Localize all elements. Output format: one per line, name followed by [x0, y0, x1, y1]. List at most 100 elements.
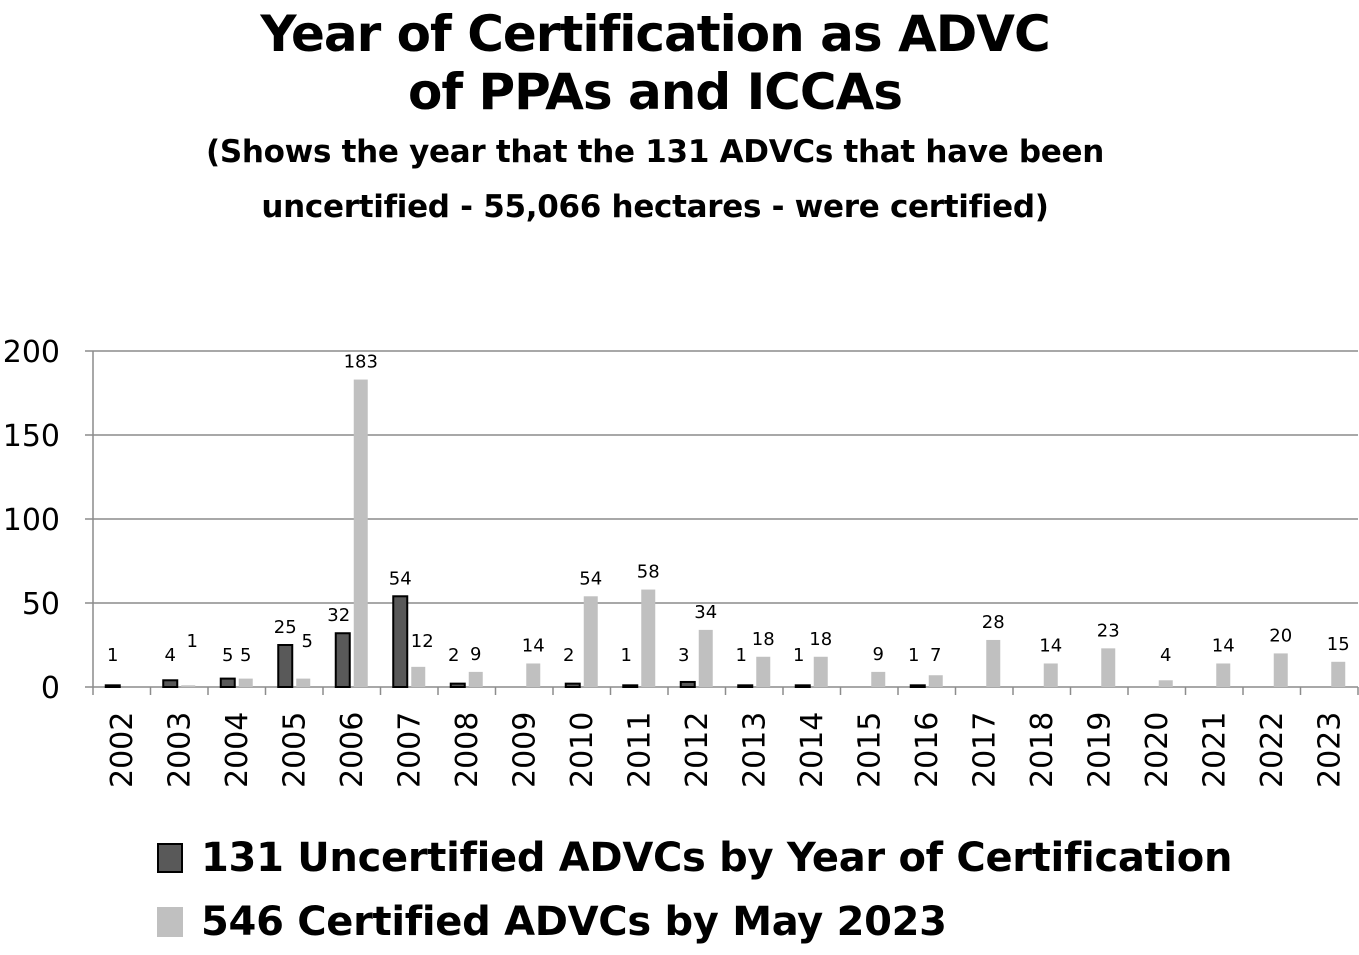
y-tick-label: 100 — [3, 503, 60, 538]
bar-certified — [353, 379, 368, 687]
x-tick-label: 2022 — [1255, 712, 1290, 788]
bar-uncertified — [219, 677, 236, 688]
x-tick-label: 2011 — [622, 712, 657, 788]
x-tick-label: 2009 — [507, 712, 542, 788]
chart-subtitle-line-2: uncertified - 55,066 hectares - were cer… — [261, 189, 1049, 225]
bar-certified — [986, 639, 1001, 687]
data-label: 9 — [873, 644, 884, 665]
data-label: 18 — [752, 629, 775, 650]
data-label: 25 — [274, 617, 297, 638]
x-tick-label: 2018 — [1025, 712, 1060, 788]
data-label: 34 — [694, 602, 717, 623]
legend-label-certified: 546 Certified ADVCs by May 2023 — [201, 899, 947, 945]
bar-certified — [641, 589, 656, 687]
data-label: 58 — [637, 562, 660, 583]
data-label: 1 — [793, 645, 804, 666]
axes — [85, 351, 1359, 695]
data-label: 32 — [327, 605, 350, 626]
bar-uncertified — [392, 595, 409, 689]
data-label: 18 — [809, 629, 832, 650]
y-tick-label: 0 — [41, 671, 60, 706]
x-tick-label: 2013 — [737, 712, 772, 788]
bar-uncertified — [909, 684, 926, 689]
y-tick-label: 50 — [22, 587, 60, 622]
bar-certified — [1158, 680, 1173, 687]
legend-label-uncertified: 131 Uncertified ADVCs by Year of Certifi… — [201, 835, 1233, 881]
data-label: 28 — [982, 612, 1005, 633]
bar-uncertified — [162, 679, 179, 689]
data-label: 3 — [678, 645, 689, 666]
x-tick-label: 2023 — [1312, 712, 1347, 788]
x-tick-label: 2005 — [277, 712, 312, 788]
data-label: 1 — [621, 645, 632, 666]
legend-swatch-uncertified — [157, 843, 183, 873]
bar-certified — [296, 678, 311, 687]
data-label: 20 — [1269, 625, 1292, 646]
bar-uncertified — [277, 644, 294, 688]
data-label: 7 — [930, 645, 941, 666]
chart-title-line-1: Year of Certification as ADVC — [260, 5, 1050, 63]
x-tick-label: 2016 — [910, 712, 945, 788]
bar-uncertified — [622, 684, 639, 689]
data-label: 1 — [187, 631, 198, 652]
bar-certified — [1273, 653, 1288, 687]
bar-certified — [928, 675, 943, 687]
x-tick-label: 2021 — [1197, 712, 1232, 788]
data-label: 1 — [908, 645, 919, 666]
bar-uncertified — [564, 682, 581, 689]
gridlines — [85, 350, 1358, 604]
bar-certified — [583, 596, 598, 687]
bar-certified — [411, 666, 426, 687]
data-label: 4 — [165, 645, 176, 666]
bar-uncertified — [334, 632, 351, 688]
legend-swatch-certified — [157, 907, 183, 937]
x-tick-label: 2010 — [565, 712, 600, 788]
data-label: 5 — [302, 631, 313, 652]
x-tick-label: 2008 — [450, 712, 485, 788]
x-tick-label: 2019 — [1082, 712, 1117, 788]
data-label: 2 — [563, 645, 574, 666]
legend-item-certified: 546 Certified ADVCs by May 2023 — [157, 890, 1232, 954]
data-label: 5 — [240, 645, 251, 666]
x-tick-label: 2020 — [1140, 712, 1175, 788]
data-label: 9 — [470, 644, 481, 665]
data-label: 54 — [579, 568, 602, 589]
data-label: 23 — [1097, 620, 1120, 641]
bar-uncertified — [679, 680, 696, 689]
bar-uncertified — [737, 684, 754, 689]
chart-subtitle-line-1: (Shows the year that the 131 ADVCs that … — [205, 134, 1105, 170]
chart-title-line-2: of PPAs and ICCAs — [407, 63, 903, 121]
bar-certified — [526, 663, 541, 687]
x-tick-label: 2003 — [162, 712, 197, 788]
bar-certified — [1101, 648, 1116, 687]
bar-certified — [698, 629, 713, 687]
x-tick-label: 2017 — [967, 712, 1002, 788]
data-label: 1 — [107, 645, 118, 666]
bar-certified — [238, 678, 253, 687]
bar-certified — [756, 656, 771, 687]
data-label: 14 — [1212, 635, 1235, 656]
bar-certified — [1331, 661, 1346, 687]
bar-certified — [871, 671, 886, 687]
bar-certified — [813, 656, 828, 687]
data-label: 4 — [1160, 645, 1171, 666]
data-label: 14 — [1039, 635, 1062, 656]
data-label: 5 — [222, 645, 233, 666]
x-tick-label: 2004 — [220, 712, 255, 788]
bar-certified — [181, 685, 196, 687]
bar-uncertified — [794, 684, 811, 689]
data-label: 183 — [344, 352, 378, 373]
bars — [104, 379, 1346, 689]
bar-certified — [1216, 663, 1231, 687]
x-tick-label: 2002 — [105, 712, 140, 788]
data-label: 14 — [522, 635, 545, 656]
bar-certified — [468, 671, 483, 687]
y-tick-label: 150 — [3, 419, 60, 454]
chart-legend: 131 Uncertified ADVCs by Year of Certifi… — [157, 826, 1232, 954]
bar-uncertified — [449, 682, 466, 689]
data-label: 12 — [411, 631, 434, 652]
data-label: 1 — [736, 645, 747, 666]
x-tick-label: 2014 — [795, 712, 830, 788]
data-label: 15 — [1327, 634, 1350, 655]
